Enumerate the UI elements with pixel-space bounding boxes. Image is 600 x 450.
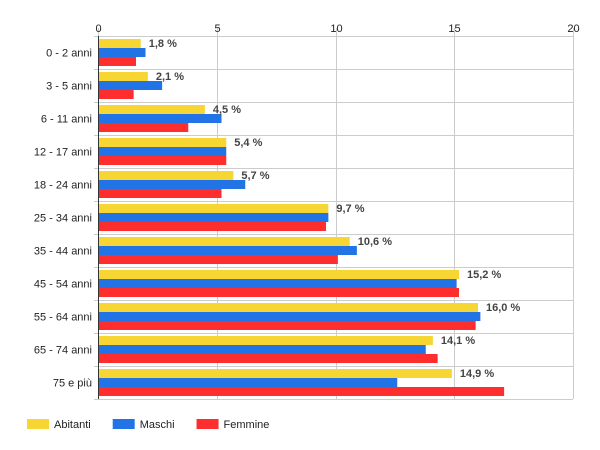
bar-femmine (99, 354, 438, 363)
legend-item-abitanti: Abitanti (27, 419, 91, 431)
category-label: 12 - 17 anni (34, 147, 92, 159)
category-label: 25 - 34 anni (34, 213, 92, 225)
data-label: 15,2 % (467, 269, 501, 281)
bar-femmine (99, 123, 189, 132)
bar-maschi (99, 378, 398, 387)
legend-swatch (112, 419, 135, 429)
bar-abitanti (99, 171, 234, 180)
category-labels: 0 - 2 anni 3 - 5 anni 6 - 11 anni 12 - 17 a… (34, 48, 92, 390)
data-labels: 1,8 % 2,1 % 4,5 % 5,4 % 5,7 % 9,7 % 10,6 % 15,2… (149, 38, 521, 380)
data-label: 14,9 % (460, 368, 494, 380)
bar-femmine (99, 57, 136, 66)
bar-femmine (99, 189, 222, 198)
bar-abitanti (99, 204, 329, 213)
x-axis-ticks: 0 5 10 15 20 (95, 23, 579, 35)
bar-abitanti (99, 303, 478, 312)
bar-abitanti (99, 72, 148, 81)
bar-maschi (99, 213, 329, 222)
legend-item-maschi: Maschi (112, 419, 175, 431)
x-tick-label: 0 (95, 23, 101, 35)
bar-maschi (99, 345, 426, 354)
bar-abitanti (99, 237, 350, 246)
data-label: 14,1 % (441, 335, 475, 347)
bar-abitanti (99, 270, 459, 279)
bar-abitanti (99, 105, 205, 114)
x-tick-label: 20 (567, 23, 579, 35)
legend: Abitanti Maschi Femmine (27, 419, 269, 431)
category-label: 0 - 2 anni (46, 48, 92, 60)
bar-maschi (99, 180, 246, 189)
bar-maschi (99, 147, 227, 156)
x-tick-label: 10 (330, 23, 342, 35)
bar-femmine (99, 156, 227, 165)
bar-femmine (99, 90, 134, 99)
bar-femmine (99, 222, 326, 231)
bar-femmine (99, 255, 338, 264)
data-label: 4,5 % (213, 104, 241, 116)
category-label: 45 - 54 anni (34, 279, 92, 291)
legend-label: Maschi (140, 419, 175, 431)
category-label: 65 - 74 anni (34, 345, 92, 357)
x-tick-label: 15 (448, 23, 460, 35)
category-label: 6 - 11 anni (41, 114, 92, 126)
bar-femmine (99, 321, 476, 330)
bar-abitanti (99, 369, 452, 378)
bars (99, 39, 505, 396)
bar-maschi (99, 246, 357, 255)
data-label: 9,7 % (336, 203, 364, 215)
bar-maschi (99, 81, 163, 90)
bar-abitanti (99, 138, 227, 147)
x-tick-label: 5 (214, 23, 220, 35)
legend-swatch (27, 419, 49, 429)
legend-swatch (196, 419, 219, 429)
bar-abitanti (99, 336, 433, 345)
bar-maschi (99, 48, 146, 57)
data-label: 10,6 % (358, 236, 392, 248)
category-label: 3 - 5 anni (46, 81, 92, 93)
legend-label: Abitanti (54, 419, 91, 431)
data-label: 2,1 % (156, 71, 184, 83)
bar-femmine (99, 387, 505, 396)
legend-label: Femmine (224, 419, 270, 431)
gridlines (94, 28, 574, 400)
bar-abitanti (99, 39, 141, 48)
data-label: 1,8 % (149, 38, 177, 50)
category-label: 55 - 64 anni (34, 312, 92, 324)
bar-maschi (99, 114, 222, 123)
data-label: 5,4 % (234, 137, 262, 149)
category-label: 18 - 24 anni (34, 180, 92, 192)
data-label: 5,7 % (241, 170, 269, 182)
bar-maschi (99, 312, 481, 321)
bar-femmine (99, 288, 459, 297)
data-label: 16,0 % (486, 302, 520, 314)
category-label: 35 - 44 anni (34, 246, 92, 258)
legend-item-femmine: Femmine (196, 419, 270, 431)
category-label: 75 e più (53, 378, 92, 390)
bar-maschi (99, 279, 457, 288)
